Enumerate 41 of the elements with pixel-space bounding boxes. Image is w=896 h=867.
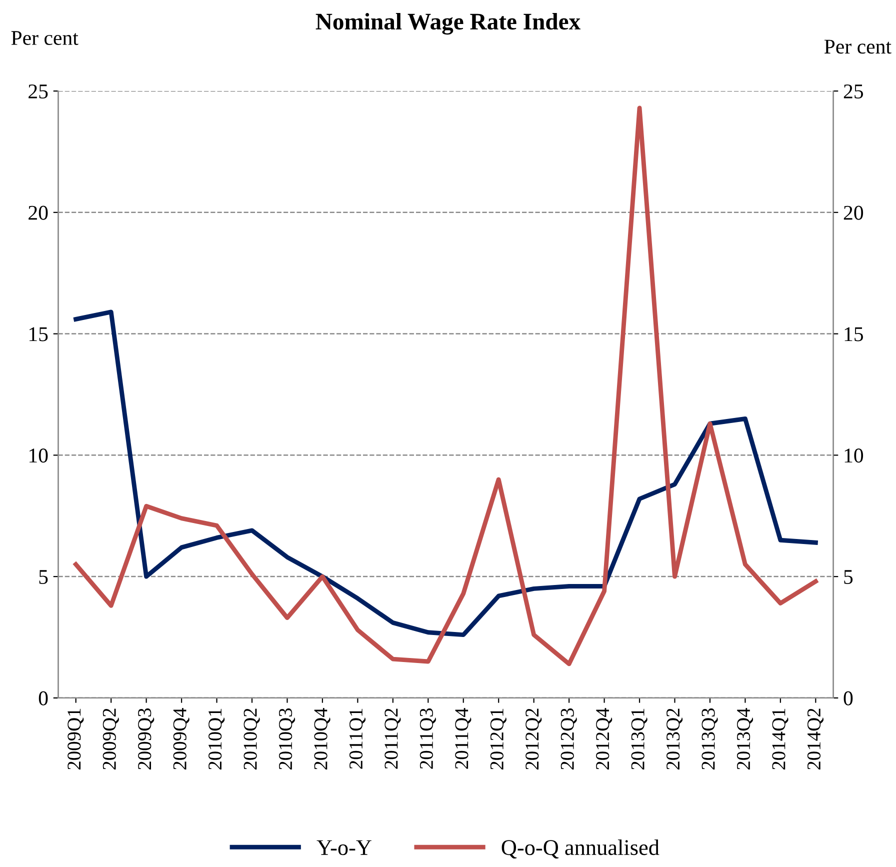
y2-tick-label: 0 [844,691,853,706]
y-tick-label: 15 [30,327,48,342]
x-tick-label: 2014Q2 [807,708,824,770]
x-tick-label: 2011Q3 [420,708,436,769]
x-tick-label: 2012Q4 [596,708,612,770]
x-tick-label: 2011Q4 [455,708,472,769]
y2-tick-label: 20 [844,206,864,220]
legend-label: Q-o-Q annualised [502,839,660,858]
y2-tick-label: 5 [844,570,853,584]
x-tick-label: 2011Q2 [384,708,401,769]
x-tick-label: 2012Q3 [560,708,577,770]
x-tick-label: 2012Q1 [490,708,506,770]
x-tick-label: 2010Q1 [208,708,225,770]
x-tick-label: 2009Q2 [102,708,119,770]
x-tick-label: 2013Q1 [631,708,648,770]
x-tick-label: 2013Q3 [702,708,718,770]
y2-tick-label: 25 [844,84,864,98]
y-axis-title: Per cent [11,31,78,46]
line-series [74,310,818,638]
line-series [74,106,818,666]
y-tick-label: 25 [28,84,48,98]
y2-tick-label: 15 [844,327,864,342]
x-tick-label: 2011Q1 [349,708,366,769]
y2-axis-title: Per cent [824,40,892,54]
x-tick-label: 2010Q2 [244,708,260,770]
y-tick-label: 10 [30,448,48,463]
x-tick-label: 2012Q2 [526,708,542,770]
chart-title: Nominal Wage Rate Index [316,13,580,35]
x-tick-label: 2009Q4 [173,708,190,770]
x-tick-label: 2009Q3 [138,708,154,770]
y-tick-label: 20 [28,206,48,220]
x-tick-label: 2014Q1 [772,708,788,770]
x-tick-label: 2013Q4 [736,708,754,770]
x-tick-label: 2009Q1 [68,708,84,770]
x-tick-label: 2010Q3 [278,708,296,770]
x-tick-label: 2010Q4 [314,708,330,770]
y-tick-label: 0 [38,691,48,706]
y-tick-label: 5 [39,570,48,584]
x-tick-label: 2013Q2 [666,708,683,770]
legend-label: Y-o-Y [316,840,372,856]
y2-tick-label: 10 [844,448,864,463]
